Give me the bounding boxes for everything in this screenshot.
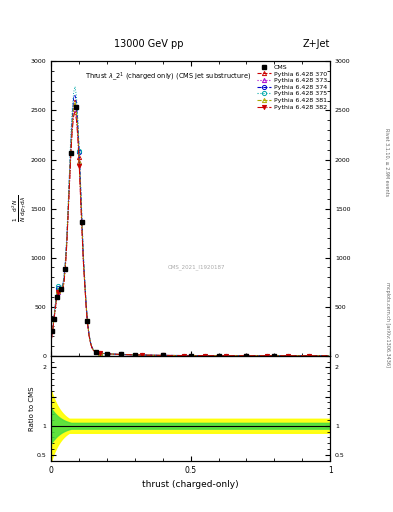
Text: mcplots.cern.ch [arXiv:1306.3436]: mcplots.cern.ch [arXiv:1306.3436] — [385, 282, 389, 367]
CMS — [63, 266, 68, 272]
Text: CMS_2021_I1920187: CMS_2021_I1920187 — [167, 265, 225, 270]
X-axis label: thrust (charged-only): thrust (charged-only) — [142, 480, 239, 489]
CMS — [188, 352, 193, 358]
CMS — [94, 349, 98, 355]
Text: Thrust $\lambda\_2^1$ (charged only) (CMS jet substructure): Thrust $\lambda\_2^1$ (charged only) (CM… — [84, 70, 251, 83]
CMS — [68, 150, 73, 156]
CMS — [119, 351, 123, 357]
CMS — [85, 317, 90, 324]
CMS — [79, 219, 84, 225]
Text: 13000 GeV pp: 13000 GeV pp — [114, 38, 184, 49]
CMS — [50, 328, 55, 334]
CMS — [74, 104, 79, 110]
CMS — [51, 316, 56, 323]
Y-axis label: Ratio to CMS: Ratio to CMS — [29, 386, 35, 431]
Line: CMS: CMS — [51, 105, 276, 357]
CMS — [54, 294, 59, 300]
Y-axis label: $\frac{1}{N}\,\frac{\mathrm{d}^2N}{\mathrm{d}p_T\,\mathrm{d}\lambda}$: $\frac{1}{N}\,\frac{\mathrm{d}^2N}{\math… — [11, 195, 29, 222]
Text: Z+Jet: Z+Jet — [303, 38, 330, 49]
Legend: CMS, Pythia 6.428 370, Pythia 6.428 373, Pythia 6.428 374, Pythia 6.428 375, Pyt: CMS, Pythia 6.428 370, Pythia 6.428 373,… — [256, 63, 328, 111]
CMS — [132, 352, 137, 358]
CMS — [59, 286, 63, 292]
CMS — [272, 353, 277, 359]
CMS — [160, 352, 165, 358]
CMS — [216, 353, 221, 359]
CMS — [105, 351, 109, 357]
CMS — [244, 353, 249, 359]
Text: Rivet 3.1.10, ≥ 2.9M events: Rivet 3.1.10, ≥ 2.9M events — [385, 128, 389, 196]
